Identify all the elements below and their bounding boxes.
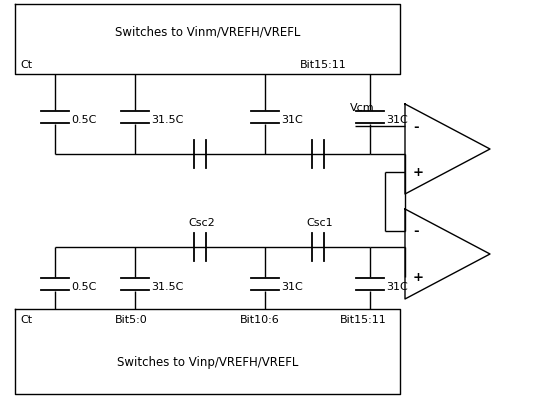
Text: Csc1: Csc1 <box>306 217 333 228</box>
Text: Ct: Ct <box>20 60 32 70</box>
Text: Bit5:0: Bit5:0 <box>115 314 148 324</box>
Text: +: + <box>413 271 424 284</box>
Text: -: - <box>413 225 418 238</box>
Text: Switches to Vinm/VREFH/VREFL: Switches to Vinm/VREFH/VREFL <box>115 26 300 38</box>
Text: 0.5C: 0.5C <box>71 281 96 291</box>
Text: Bit15:11: Bit15:11 <box>340 314 387 324</box>
Text: Switches to Vinp/VREFH/VREFL: Switches to Vinp/VREFH/VREFL <box>117 355 298 368</box>
Text: -: - <box>413 120 418 133</box>
Text: 0.5C: 0.5C <box>71 115 96 125</box>
Text: +: + <box>413 166 424 179</box>
Text: 31.5C: 31.5C <box>151 281 184 291</box>
Text: 31C: 31C <box>386 281 408 291</box>
Text: 31C: 31C <box>281 115 303 125</box>
Text: Ct: Ct <box>20 314 32 324</box>
Text: 31.5C: 31.5C <box>151 115 184 125</box>
Text: Vcm: Vcm <box>350 103 374 113</box>
Text: Bit15:11: Bit15:11 <box>300 60 347 70</box>
Text: Csc2: Csc2 <box>188 217 215 228</box>
Text: 31C: 31C <box>281 281 303 291</box>
Text: Bit10:6: Bit10:6 <box>240 314 280 324</box>
Text: 31C: 31C <box>386 115 408 125</box>
